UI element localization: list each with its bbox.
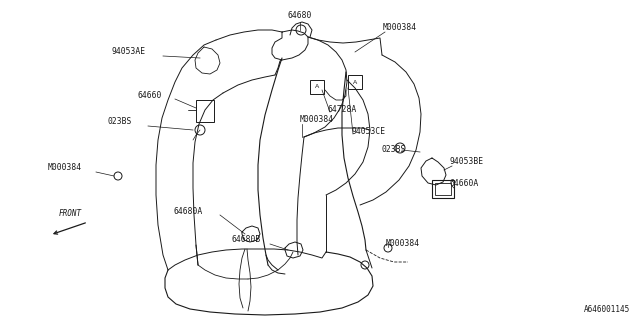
Text: 64680A: 64680A [174, 206, 204, 215]
Text: M000384: M000384 [300, 116, 334, 124]
Bar [432, 180, 454, 198]
Text: 023BS: 023BS [108, 117, 132, 126]
Text: M000384: M000384 [386, 238, 420, 247]
Text: 64680B: 64680B [232, 236, 261, 244]
Text: A: A [353, 79, 357, 84]
Text: 94053CE: 94053CE [351, 126, 385, 135]
Bar [310, 80, 324, 94]
Text: M000384: M000384 [48, 164, 82, 172]
Text: FRONT: FRONT [58, 209, 81, 218]
Text: 023BS: 023BS [382, 145, 406, 154]
Text: M000384: M000384 [383, 23, 417, 33]
Text: 94053BE: 94053BE [450, 157, 484, 166]
Bar [196, 100, 214, 122]
Text: 64680: 64680 [288, 12, 312, 20]
Text: A: A [315, 84, 319, 90]
Bar [435, 183, 451, 195]
Bar [348, 75, 362, 89]
Text: A646001145: A646001145 [584, 305, 630, 314]
Text: 64728A: 64728A [328, 105, 357, 114]
Text: 94053AE: 94053AE [112, 47, 146, 57]
Text: 64660: 64660 [138, 92, 163, 100]
Text: 64660A: 64660A [450, 179, 479, 188]
